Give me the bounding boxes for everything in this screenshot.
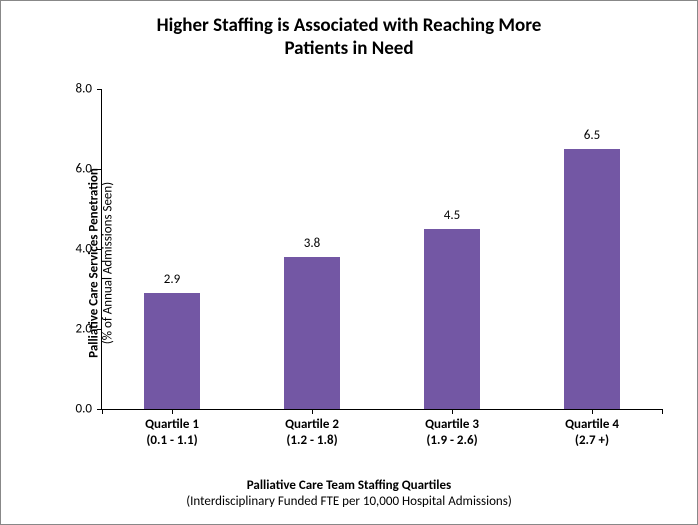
category-line1: Quartile 1	[145, 417, 199, 432]
chart-title: Higher Staffing is Associated with Reach…	[1, 15, 697, 61]
plot-area: 0.02.04.06.08.0Quartile 1(0.1 - 1.1)2.9Q…	[101, 89, 662, 410]
bar-value-label: 4.5	[444, 208, 460, 223]
category-line2: (1.2 - 1.8)	[286, 433, 337, 448]
x-axis-sub: (Interdisciplinary Funded FTE per 10,000…	[186, 494, 512, 509]
bar-value-label: 6.5	[584, 128, 600, 143]
y-tick-mark	[97, 169, 102, 170]
bar-value-label: 3.8	[304, 236, 320, 251]
category-line1: Quartile 2	[285, 417, 339, 432]
y-tick-label: 2.0	[76, 322, 92, 337]
bar: 4.5	[424, 229, 480, 409]
x-tick-label: Quartile 3(1.9 - 2.6)	[425, 417, 479, 450]
y-tick-mark	[97, 89, 102, 90]
category-line1: Quartile 3	[425, 417, 479, 432]
x-axis-label: Palliative Care Team Staffing Quartiles …	[1, 478, 697, 511]
x-tick-label: Quartile 1(0.1 - 1.1)	[145, 417, 199, 450]
bar: 3.8	[284, 257, 340, 409]
category-line1: Quartile 4	[565, 417, 619, 432]
chart-title-line1: Higher Staffing is Associated with Reach…	[157, 14, 542, 37]
y-tick-label: 8.0	[76, 82, 92, 97]
category-line2: (2.7 +)	[575, 433, 609, 448]
chart-title-line2: Patients in Need	[284, 37, 413, 60]
x-tick-mark	[172, 409, 173, 414]
y-tick-mark	[97, 329, 102, 330]
y-tick-label: 0.0	[76, 402, 92, 417]
chart-container: Higher Staffing is Associated with Reach…	[0, 0, 698, 525]
bar-value-label: 2.9	[164, 272, 180, 287]
x-tick-mark	[662, 409, 663, 414]
x-tick-mark	[452, 409, 453, 414]
y-tick-label: 4.0	[76, 242, 92, 257]
category-line2: (1.9 - 2.6)	[426, 433, 477, 448]
x-tick-label: Quartile 4(2.7 +)	[565, 417, 619, 450]
x-tick-mark	[312, 409, 313, 414]
y-tick-mark	[97, 249, 102, 250]
x-tick-mark	[592, 409, 593, 414]
category-line2: (0.1 - 1.1)	[146, 433, 197, 448]
bar: 2.9	[144, 293, 200, 409]
bar: 6.5	[564, 149, 620, 409]
x-axis-main: Palliative Care Team Staffing Quartiles	[247, 478, 451, 493]
x-tick-label: Quartile 2(1.2 - 1.8)	[285, 417, 339, 450]
y-tick-label: 6.0	[76, 162, 92, 177]
x-tick-mark	[102, 409, 103, 414]
